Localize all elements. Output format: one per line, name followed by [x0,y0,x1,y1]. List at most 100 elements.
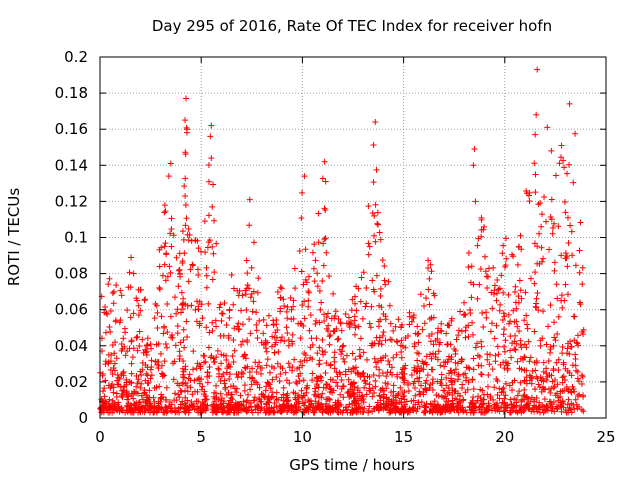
data-point [356,353,363,360]
data-point [388,389,395,396]
data-point [180,379,187,386]
data-point [298,387,305,394]
data-point [209,203,216,210]
data-point [360,269,367,276]
data-point [533,359,540,366]
data-point [253,321,260,328]
data-point [386,302,393,309]
data-point [321,205,328,212]
data-point [380,329,387,336]
data-point [176,270,183,277]
data-point [573,339,580,346]
data-point [478,343,485,350]
data-point [532,303,539,310]
data-point [302,399,309,406]
data-point [536,230,543,237]
data-point [365,203,372,210]
data-point [285,342,292,349]
data-point [122,352,129,359]
data-point [474,295,481,302]
data-point [189,261,196,268]
data-point [217,378,224,385]
data-point [190,366,197,373]
data-point [173,310,180,317]
data-point [102,358,109,365]
data-point [325,322,332,329]
x-axis-label: GPS time / hours [289,456,415,474]
data-point [167,269,174,276]
data-point [107,328,114,335]
data-point [559,379,566,386]
data-point [545,357,552,364]
data-point [413,408,420,415]
data-point [120,384,127,391]
data-point [215,365,222,372]
data-point [225,389,232,396]
data-point [311,278,318,285]
data-point [486,265,493,272]
data-point [387,320,394,327]
data-point [426,408,433,415]
data-point [240,370,247,377]
data-point [373,334,380,341]
data-point [503,255,510,262]
data-point [350,379,357,386]
data-point [369,393,376,400]
data-point [247,294,254,301]
data-point [385,278,392,285]
data-point [430,314,437,321]
data-point [128,379,135,386]
data-point [352,324,359,331]
data-point [113,355,120,362]
data-point [320,240,327,247]
data-point [266,369,273,376]
data-point [564,214,571,221]
data-point [529,368,536,375]
data-point [434,335,441,342]
data-point [484,351,491,358]
data-point [330,387,337,394]
data-point [292,285,299,292]
data-point [203,264,210,271]
y-tick-label: 0.16 [55,120,88,138]
data-point [528,380,535,387]
data-point [333,404,340,411]
data-point [458,356,465,363]
data-point [179,228,186,235]
data-point [267,385,274,392]
data-point [521,341,528,348]
data-point [384,369,391,376]
data-point [188,237,195,244]
data-point [357,371,364,378]
data-point [550,342,557,349]
data-point [435,401,442,408]
data-point [311,391,318,398]
data-point [164,329,171,336]
y-tick-label: 0.1 [64,229,88,247]
data-point [212,390,219,397]
data-point [320,262,327,269]
data-point [142,400,149,407]
data-point [221,299,228,306]
data-point [225,334,232,341]
data-point [526,358,533,365]
data-point [144,364,151,371]
data-point [512,283,519,290]
data-point [555,394,562,401]
data-point [233,389,240,396]
data-point [470,281,477,288]
data-point [558,252,565,259]
data-point [235,326,242,333]
data-point [441,363,448,370]
data-point [565,239,572,246]
data-point [537,409,544,416]
data-point [284,390,291,397]
data-point [333,379,340,386]
data-point [182,193,189,200]
data-point [321,311,328,318]
data-point [423,361,430,368]
data-point [136,342,143,349]
data-point [552,337,559,344]
data-point [195,271,202,278]
data-point [423,403,430,410]
